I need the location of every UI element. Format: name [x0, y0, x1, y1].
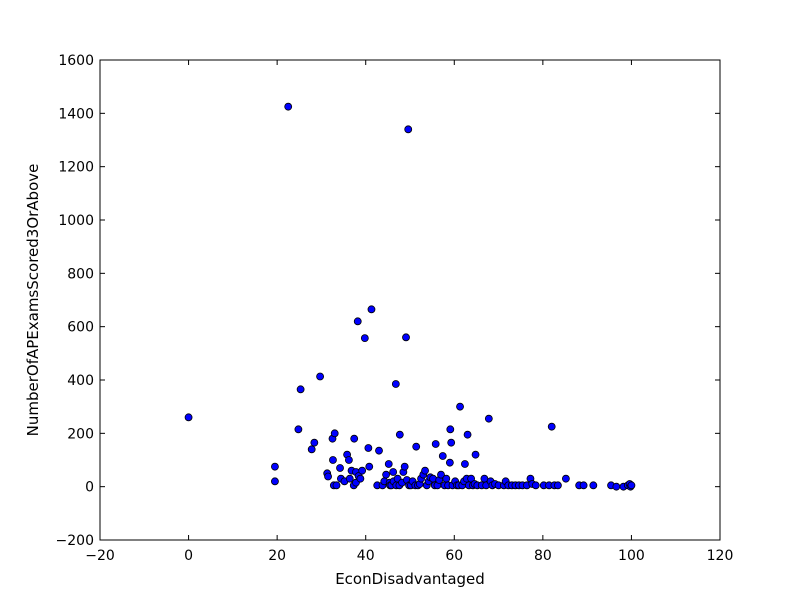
y-tick-label: 1000	[58, 213, 94, 229]
data-point	[364, 444, 373, 452]
data-point	[429, 474, 437, 483]
y-tick-label: 800	[67, 266, 94, 282]
data-point	[345, 474, 354, 483]
data-point	[358, 466, 367, 475]
data-point	[445, 458, 454, 467]
data-point	[461, 460, 469, 468]
data-point	[484, 414, 493, 423]
data-point	[531, 481, 540, 490]
data-point	[329, 456, 337, 464]
y-tick-label: 1200	[58, 160, 94, 176]
x-tick-label: 100	[618, 548, 645, 564]
data-point	[310, 438, 319, 447]
data-point	[446, 425, 455, 434]
data-point	[316, 372, 325, 381]
data-point	[447, 438, 456, 447]
data-point	[400, 462, 409, 471]
plot-area	[100, 60, 720, 540]
data-point	[184, 413, 193, 422]
data-point	[456, 402, 464, 411]
data-points	[184, 102, 636, 491]
data-point	[382, 470, 390, 479]
data-point	[612, 482, 621, 491]
data-point	[296, 385, 305, 394]
data-point	[463, 430, 472, 439]
data-point	[627, 481, 636, 490]
y-tick-label: 1600	[58, 53, 94, 69]
data-point	[438, 452, 447, 460]
data-point	[437, 470, 445, 479]
x-tick-label: −20	[85, 548, 115, 564]
data-point	[391, 380, 400, 388]
data-point	[421, 466, 429, 475]
y-tick-label: 1400	[58, 106, 94, 122]
data-point	[367, 305, 376, 314]
x-tick-label: 0	[184, 548, 193, 564]
data-point	[324, 472, 332, 481]
data-point	[384, 460, 393, 468]
data-point	[284, 102, 293, 111]
data-point	[350, 434, 359, 443]
data-point	[589, 481, 598, 490]
x-tick-label: 120	[707, 548, 734, 564]
data-point	[471, 450, 480, 459]
data-point	[336, 464, 344, 472]
y-axis-label: NumberOfAPExamsScored3OrAbove	[24, 164, 42, 437]
x-tick-label: 40	[357, 548, 375, 564]
data-point	[294, 425, 303, 434]
y-tick-label: 400	[67, 373, 94, 389]
data-point	[561, 474, 570, 483]
data-point	[332, 481, 341, 490]
x-tick-label: 60	[445, 548, 463, 564]
data-point	[271, 477, 279, 486]
data-point	[389, 468, 398, 476]
data-point	[402, 333, 410, 342]
data-point	[395, 430, 404, 439]
data-point	[442, 474, 451, 483]
data-point	[412, 442, 421, 451]
x-tick-label: 80	[534, 548, 552, 564]
data-point	[365, 462, 374, 471]
y-tick-label: 600	[67, 320, 94, 336]
y-tick-label: 0	[85, 480, 94, 496]
data-point	[330, 429, 339, 438]
x-tick-label: 20	[268, 548, 286, 564]
x-axis-label: EconDisadvantaged	[335, 570, 485, 588]
y-tick-label: −200	[56, 533, 94, 549]
plot-frame	[99, 59, 721, 541]
data-point	[404, 125, 413, 134]
data-point	[375, 446, 383, 455]
data-point	[431, 440, 440, 448]
data-point	[307, 445, 316, 454]
data-point	[579, 481, 588, 490]
data-point	[547, 422, 556, 431]
data-point	[356, 474, 365, 483]
data-point	[353, 317, 362, 326]
data-point	[271, 462, 279, 471]
y-tick-label: 200	[67, 426, 94, 442]
data-point	[360, 334, 369, 343]
data-point	[344, 456, 353, 464]
data-point	[554, 481, 562, 490]
